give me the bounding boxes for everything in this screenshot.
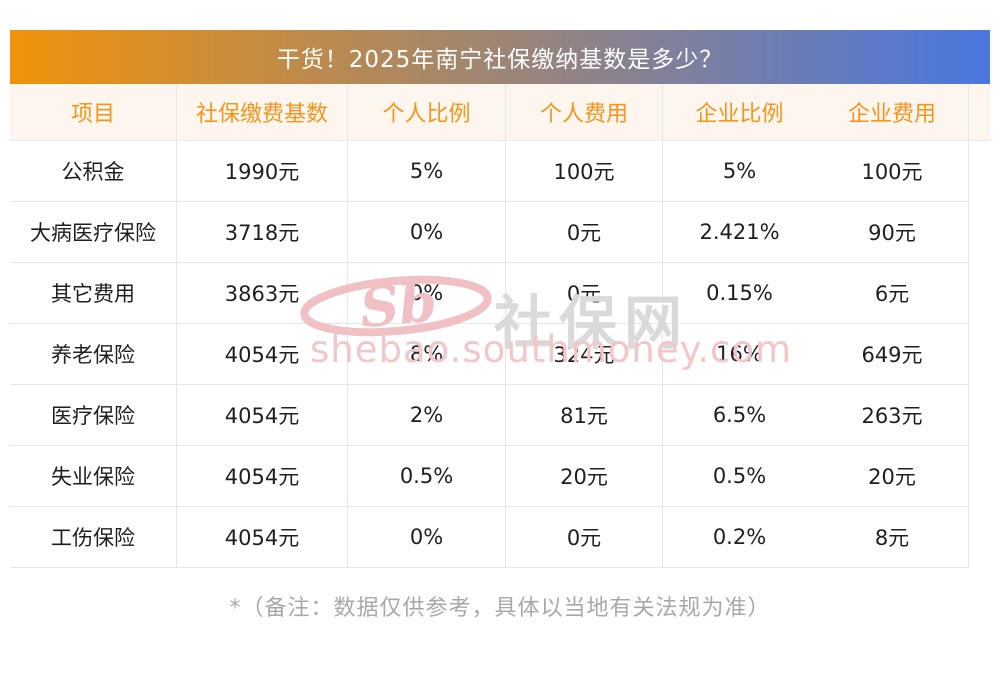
table-spacer-cell: [969, 324, 990, 385]
table-cell: 6元: [816, 263, 969, 324]
table-cell: 0.5%: [663, 446, 816, 507]
table-cell: 81元: [506, 385, 663, 446]
table-cell: 0%: [348, 507, 506, 568]
table-cell: 4054元: [177, 324, 348, 385]
table-spacer-cell: [969, 141, 990, 202]
payment-table: 项目 社保缴费基数 个人比例 个人费用 企业比例 企业费用 公积金 1990元 5% 100元 5%…: [10, 84, 990, 568]
table-cell: 4054元: [177, 385, 348, 446]
table-cell: 工伤保险: [10, 507, 177, 568]
table-cell: 养老保险: [10, 324, 177, 385]
table-cell: 324元: [506, 324, 663, 385]
table-cell: 2.421%: [663, 202, 816, 263]
table-row: 公积金 1990元 5% 100元 5% 100元: [10, 141, 990, 202]
table-spacer-cell: [969, 84, 990, 141]
table-cell: 0元: [506, 263, 663, 324]
table-row: 养老保险 4054元 8% 324元 16% 649元: [10, 324, 990, 385]
table-cell: 263元: [816, 385, 969, 446]
table-cell: 0元: [506, 202, 663, 263]
title-banner: 干货！2025年南宁社保缴纳基数是多少？: [10, 30, 990, 84]
table-header-row: 项目 社保缴费基数 个人比例 个人费用 企业比例 企业费用: [10, 84, 990, 141]
table-cell: 8%: [348, 324, 506, 385]
table-cell: 90元: [816, 202, 969, 263]
table-cell: 0%: [348, 263, 506, 324]
header-cell: 企业费用: [816, 84, 969, 141]
table-spacer-cell: [969, 202, 990, 263]
table-row: 大病医疗保险 3718元 0% 0元 2.421% 90元: [10, 202, 990, 263]
table-row: 其它费用 3863元 0% 0元 0.15% 6元: [10, 263, 990, 324]
header-cell: 项目: [10, 84, 177, 141]
table-cell: 失业保险: [10, 446, 177, 507]
table-cell: 1990元: [177, 141, 348, 202]
table-cell: 0.15%: [663, 263, 816, 324]
table-spacer-cell: [969, 263, 990, 324]
table-cell: 649元: [816, 324, 969, 385]
table-cell: 公积金: [10, 141, 177, 202]
table-spacer-cell: [969, 507, 990, 568]
table-cell: 6.5%: [663, 385, 816, 446]
table-spacer-cell: [969, 385, 990, 446]
table-cell: 0%: [348, 202, 506, 263]
table-cell: 100元: [506, 141, 663, 202]
table-cell: 大病医疗保险: [10, 202, 177, 263]
table-cell: 3718元: [177, 202, 348, 263]
page-title: 干货！2025年南宁社保缴纳基数是多少？: [276, 47, 724, 73]
table-cell: 0.5%: [348, 446, 506, 507]
table-cell: 医疗保险: [10, 385, 177, 446]
table-cell: 3863元: [177, 263, 348, 324]
table-cell: 20元: [506, 446, 663, 507]
table-row: 工伤保险 4054元 0% 0元 0.2% 8元: [10, 507, 990, 568]
table-cell: 0.2%: [663, 507, 816, 568]
table-cell: 4054元: [177, 507, 348, 568]
header-cell: 社保缴费基数: [177, 84, 348, 141]
table-cell: 2%: [348, 385, 506, 446]
table-cell: 20元: [816, 446, 969, 507]
footnote: *（备注：数据仅供参考，具体以当地有关法规为准）: [229, 596, 771, 621]
table-cell: 5%: [663, 141, 816, 202]
table-cell: 0元: [506, 507, 663, 568]
table-spacer-cell: [969, 446, 990, 507]
header-cell: 个人费用: [506, 84, 663, 141]
table-cell: 其它费用: [10, 263, 177, 324]
table-cell: 16%: [663, 324, 816, 385]
table-cell: 8元: [816, 507, 969, 568]
table-row: 医疗保险 4054元 2% 81元 6.5% 263元: [10, 385, 990, 446]
table-row: 失业保险 4054元 0.5% 20元 0.5% 20元: [10, 446, 990, 507]
table-cell: 4054元: [177, 446, 348, 507]
table-cell: 100元: [816, 141, 969, 202]
header-cell: 企业比例: [663, 84, 816, 141]
header-cell: 个人比例: [348, 84, 506, 141]
table-cell: 5%: [348, 141, 506, 202]
